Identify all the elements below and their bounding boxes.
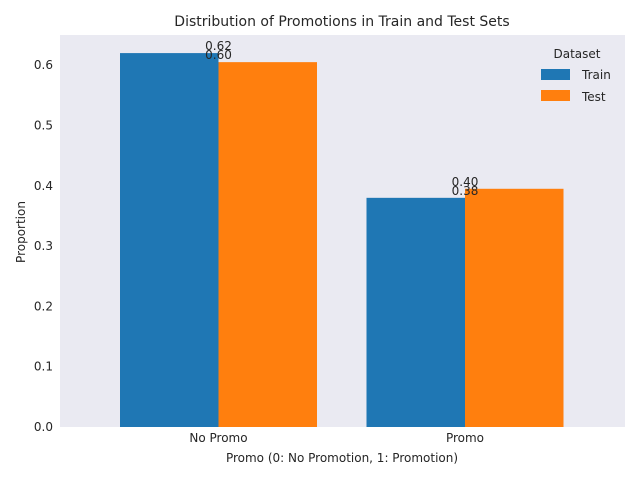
legend-swatch-train: [541, 69, 570, 80]
legend: Dataset Train Test: [541, 47, 611, 104]
y-axis-label: Proportion: [14, 201, 28, 263]
chart-title: Distribution of Promotions in Train and …: [174, 14, 509, 30]
legend-swatch-test: [541, 90, 570, 101]
y-tick-label: 0.1: [34, 360, 53, 374]
y-tick-label: 0.5: [34, 118, 53, 132]
data-label-train-promo: 0.38: [452, 184, 479, 198]
legend-label-test: Test: [581, 90, 606, 104]
legend-title: Dataset: [554, 47, 601, 61]
y-tick-label: 0.3: [34, 239, 53, 253]
bar-train-no-promo: [120, 53, 219, 427]
y-tick-label: 0.4: [34, 179, 53, 193]
x-tick-label: Promo: [446, 431, 484, 445]
data-labels-group: 0.620.60 0.380.40: [205, 39, 478, 198]
x-axis-label: Promo (0: No Promotion, 1: Promotion): [226, 451, 458, 465]
bar-train-promo: [366, 197, 465, 427]
y-tick-label: 0.2: [34, 299, 53, 313]
bar-test-no-promo: [218, 62, 317, 428]
bars-group: [120, 53, 564, 428]
x-tick-label: No Promo: [189, 431, 247, 445]
data-label-test-promo: 0.40: [452, 175, 479, 189]
x-axis-ticks: No Promo Promo: [189, 431, 484, 445]
data-label-test-no-promo: 0.60: [205, 48, 232, 62]
y-tick-label: 0.6: [34, 58, 53, 72]
data-label-train-no-promo: 0.62: [205, 39, 232, 53]
y-axis-ticks: 0.0 0.1 0.2 0.3 0.4 0.5 0.6: [34, 58, 53, 434]
bar-test-promo: [465, 188, 564, 427]
y-tick-label: 0.0: [34, 420, 53, 434]
legend-label-train: Train: [581, 68, 611, 82]
